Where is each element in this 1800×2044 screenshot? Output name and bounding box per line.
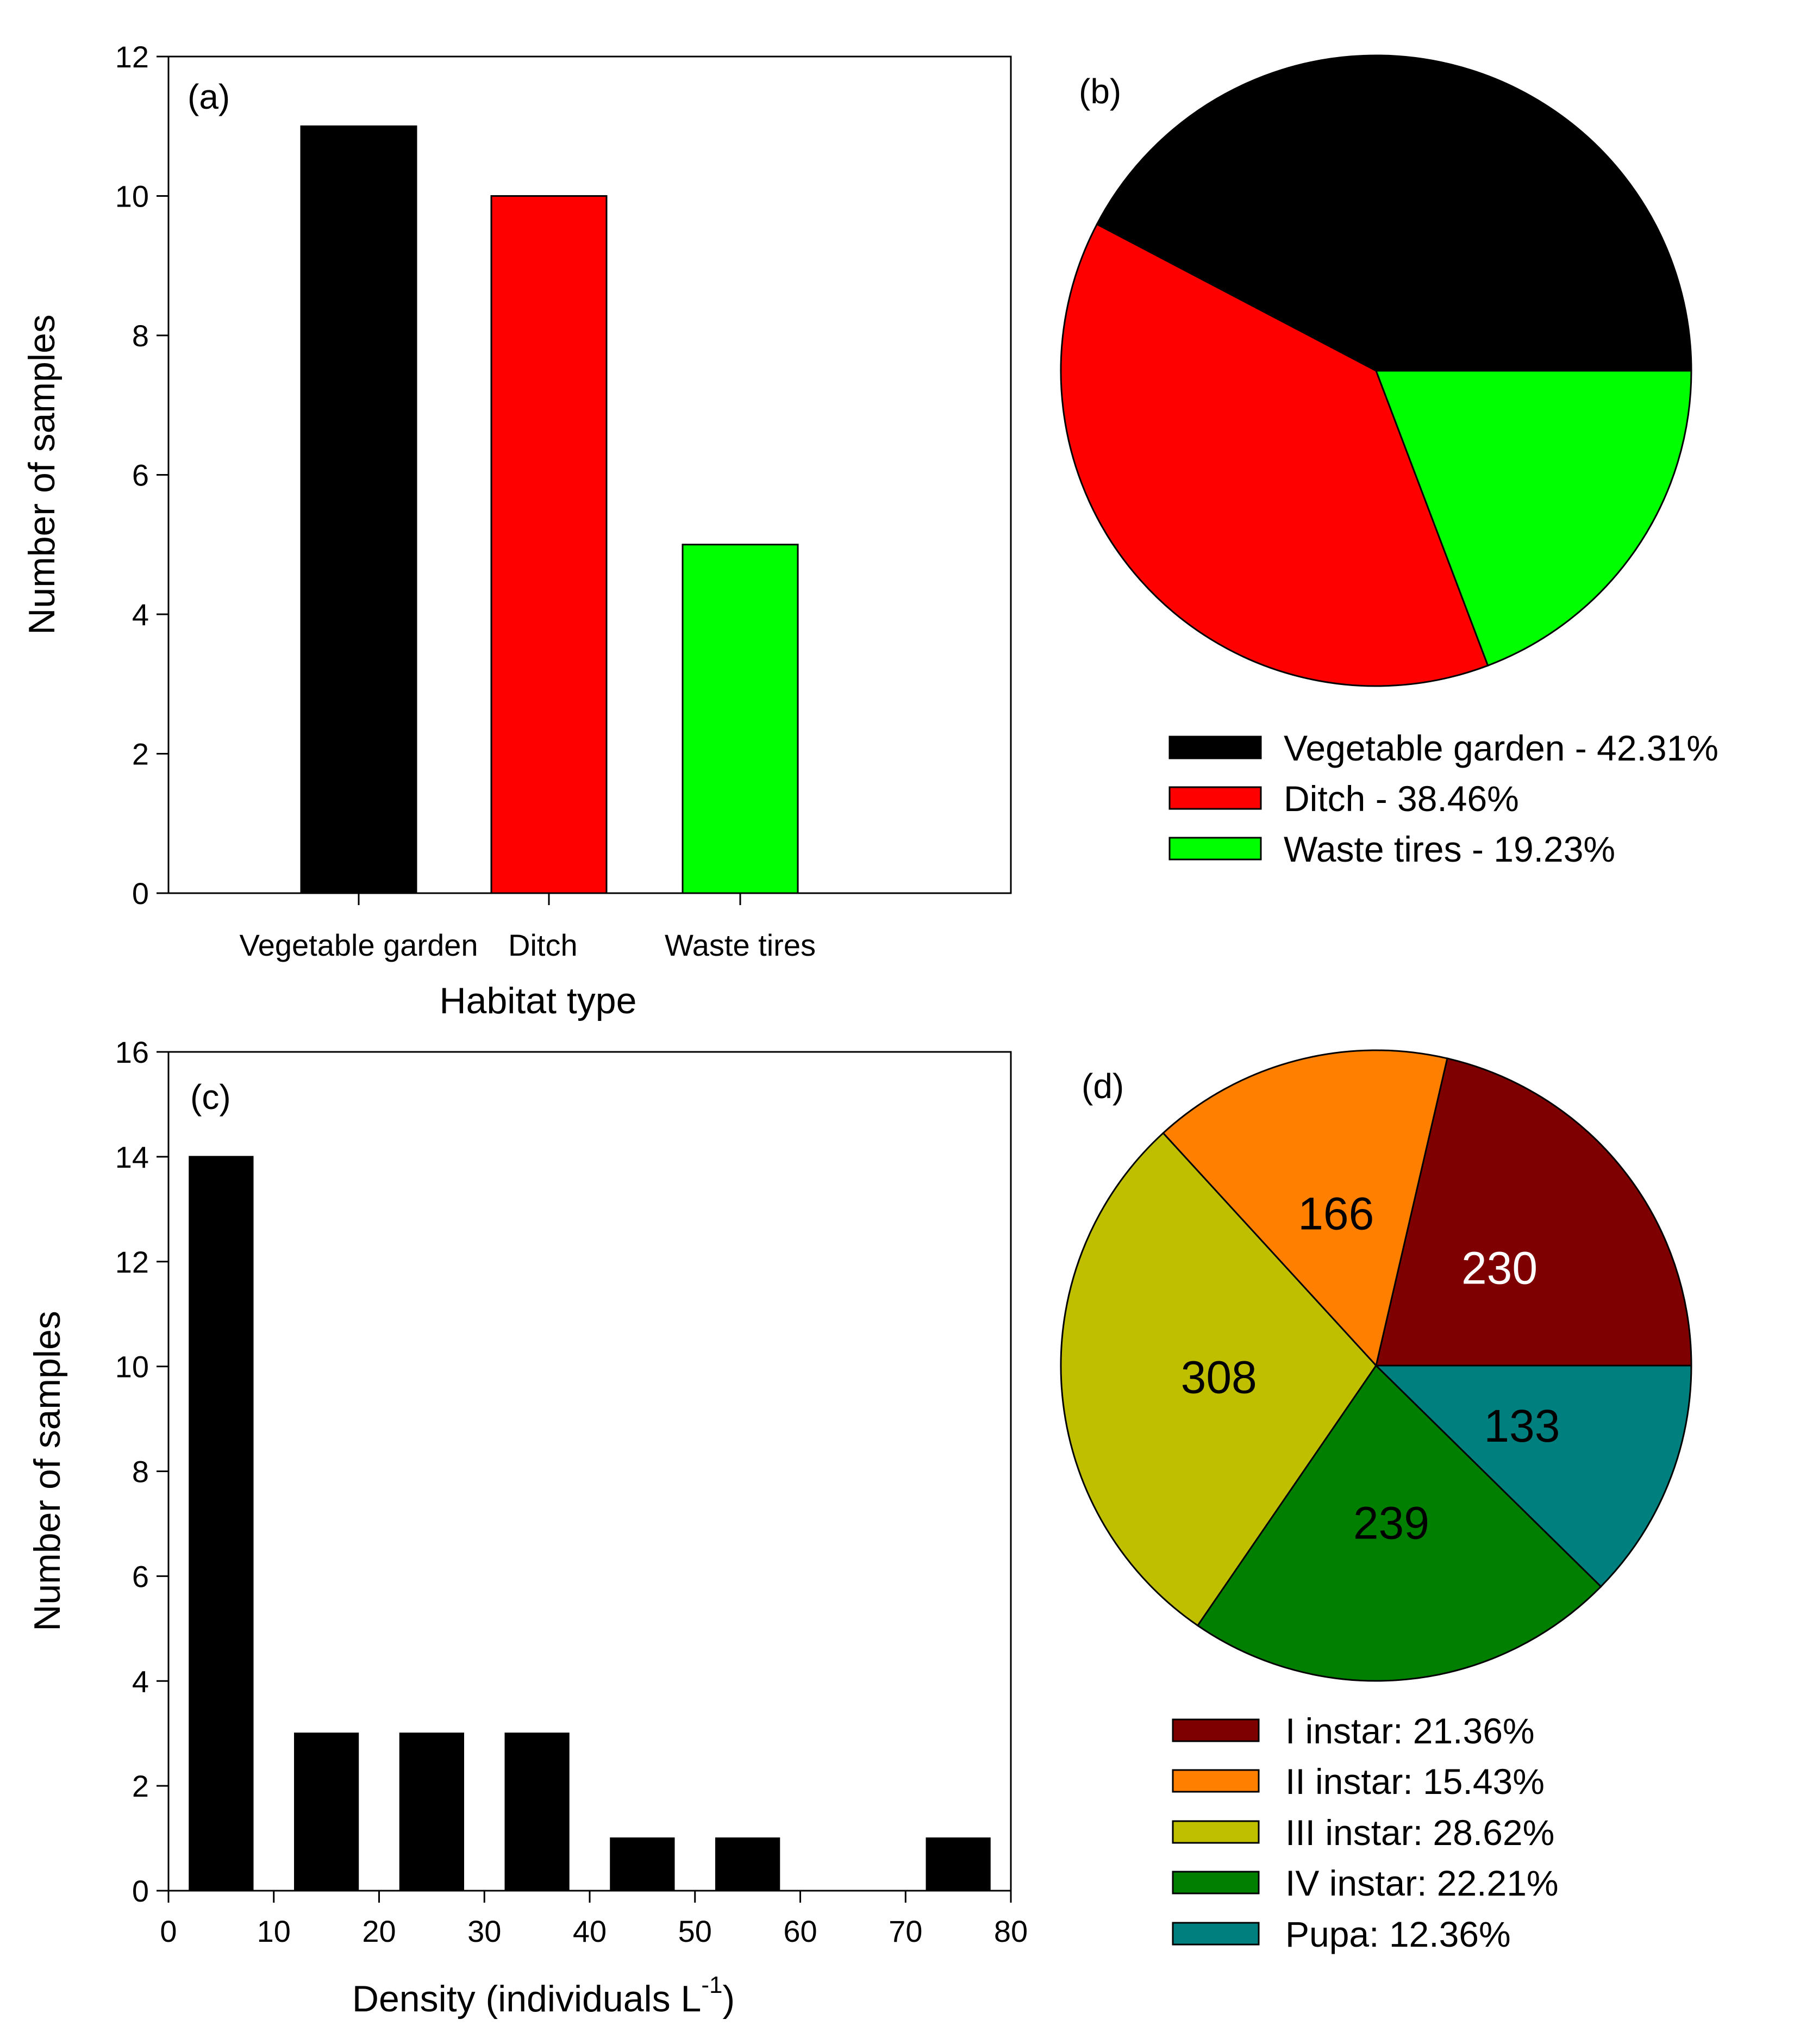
- panel-c-bar: [189, 1156, 254, 1892]
- panel-d-legend-label: II instar: 15.43%: [1285, 1761, 1545, 1802]
- panel-d-legend-swatch: [1172, 1820, 1260, 1844]
- panel-a-habitat-bar-chart: 0 2 4 6 8 10 12 Vegetable garden Ditch Waste tire…: [21, 40, 1012, 1021]
- panel-c-y-tick-label: 0: [132, 1874, 149, 1908]
- panel-a-y-tick-label: 0: [132, 876, 149, 911]
- panel-a-y-tick-label: 6: [132, 458, 149, 493]
- panel-a-y-tick-label: 12: [115, 40, 149, 74]
- panel-c-label: (c): [190, 1077, 231, 1117]
- panel-d-legend-swatch: [1172, 1769, 1260, 1793]
- panel-d-slice: [1374, 1364, 1692, 1588]
- panel-d-legend-label: Pupa: 12.36%: [1285, 1914, 1511, 1954]
- panel-d-slice: [1060, 1132, 1377, 1627]
- panel-a-x-tick-label: Vegetable garden: [239, 928, 478, 962]
- panel-c-x-tick-label: 10: [257, 1914, 291, 1948]
- panel-a-x-tick-label: Ditch: [508, 928, 578, 962]
- panel-a-y-tick-label: 10: [115, 179, 149, 214]
- panel-c-y-tick-label: 8: [132, 1455, 149, 1489]
- panel-a-y-axis-title: Number of samples: [21, 314, 62, 635]
- panel-b-label: (b): [1079, 72, 1121, 111]
- panel-c-bar: [399, 1733, 464, 1892]
- panel-a-x-axis-title: Habitat type: [440, 980, 637, 1021]
- panel-c-bar: [294, 1733, 359, 1892]
- panel-d-legend-swatch: [1172, 1871, 1260, 1895]
- panel-a-label: (a): [188, 77, 230, 116]
- panel-c-y-tick-label: 12: [115, 1245, 149, 1279]
- panel-b-legend-label: Vegetable garden - 42.31%: [1284, 728, 1718, 768]
- panel-b-habitat-pie-chart: (b) Vegetable garden - 42.31% Ditch - 38.4…: [1060, 54, 1718, 869]
- panel-d-label: (d): [1082, 1067, 1124, 1106]
- panel-a-y-tick-label: 4: [132, 597, 149, 632]
- panel-d-stage-pie-chart: 230 166 308 239 133 (d) I instar: 21.36% II ins…: [1060, 1049, 1692, 1954]
- panel-a-y-tick-label: 2: [132, 737, 149, 771]
- panel-c-y-tick-label: 2: [132, 1769, 149, 1803]
- panel-b-legend-label: Ditch - 38.46%: [1284, 778, 1519, 819]
- panel-d-legend-label: III instar: 28.62%: [1285, 1812, 1554, 1853]
- panel-b-legend-swatch: [1168, 736, 1262, 759]
- panel-c-x-tick-label: 30: [467, 1914, 501, 1948]
- panel-c-x-tick-label: 0: [160, 1914, 177, 1948]
- panel-d-legend-swatch: [1172, 1922, 1260, 1946]
- panel-c-bar: [926, 1837, 991, 1892]
- panel-b-legend-label: Waste tires - 19.23%: [1284, 829, 1615, 869]
- panel-c-bar: [504, 1733, 570, 1892]
- panel-d-slice: [1196, 1364, 1602, 1682]
- panel-c-bar: [715, 1837, 780, 1892]
- panel-d-legend-swatch: [1172, 1718, 1260, 1742]
- panel-d-slice-label: 239: [1353, 1498, 1429, 1549]
- panel-a-x-tick-label: Waste tires: [665, 928, 816, 962]
- panel-a-bar: [300, 125, 417, 894]
- panel-c-x-tick-label: 60: [783, 1914, 817, 1948]
- panel-c-y-axis-title: Number of samples: [27, 1311, 68, 1631]
- panel-c-y-tick-label: 16: [115, 1035, 149, 1069]
- panel-c-y-tick-label: 6: [132, 1559, 149, 1593]
- panel-c-density-histogram: 0 2 4 6 8 10 12 14 16 0 10 20 30 40 50 60 70 80 Density (i…: [27, 1035, 1028, 2020]
- panel-b-slice: [1374, 370, 1692, 667]
- panel-c-y-tick-label: 4: [132, 1664, 149, 1698]
- panel-d-slice-label: 308: [1181, 1351, 1257, 1403]
- panel-c-x-tick-label: 80: [994, 1914, 1028, 1948]
- panel-b-legend-swatch: [1168, 837, 1262, 861]
- panel-c-x-axis-title-end: ): [722, 1978, 735, 2020]
- panel-d-legend-label: I instar: 21.36%: [1285, 1711, 1535, 1751]
- panel-a-y-tick-label: 8: [132, 319, 149, 353]
- panel-d-slice: [1162, 1049, 1448, 1368]
- panel-c-x-tick-label: 70: [889, 1914, 922, 1948]
- panel-c-x-tick-label: 50: [678, 1914, 712, 1948]
- panel-d-slice: [1375, 1057, 1692, 1367]
- panel-c-x-tick-label: 40: [573, 1914, 607, 1948]
- panel-d-slice-label: 133: [1484, 1400, 1560, 1451]
- panel-d-slice-label: 230: [1461, 1243, 1538, 1294]
- panel-d-slice-label: 166: [1298, 1188, 1374, 1239]
- panel-c-bar: [610, 1837, 675, 1892]
- panel-b-slice: [1096, 54, 1692, 372]
- panel-c-x-tick-label: 20: [362, 1914, 396, 1948]
- panel-c-x-axis-title-superscript: -1: [701, 1972, 722, 1998]
- panel-b-legend-swatch: [1168, 786, 1262, 810]
- panel-b-slice: [1060, 223, 1489, 687]
- panel-a-bar: [490, 195, 608, 894]
- panel-c-y-tick-label: 10: [115, 1350, 149, 1384]
- panel-a-bar: [682, 544, 799, 894]
- panel-c-x-axis-title-main: Density (individuals L: [352, 1978, 702, 2020]
- panel-c-x-axis-title: Density (individuals L-1): [352, 1972, 735, 2020]
- panel-c-y-tick-label: 14: [115, 1140, 149, 1174]
- panel-d-legend-label: IV instar: 22.21%: [1285, 1863, 1559, 1903]
